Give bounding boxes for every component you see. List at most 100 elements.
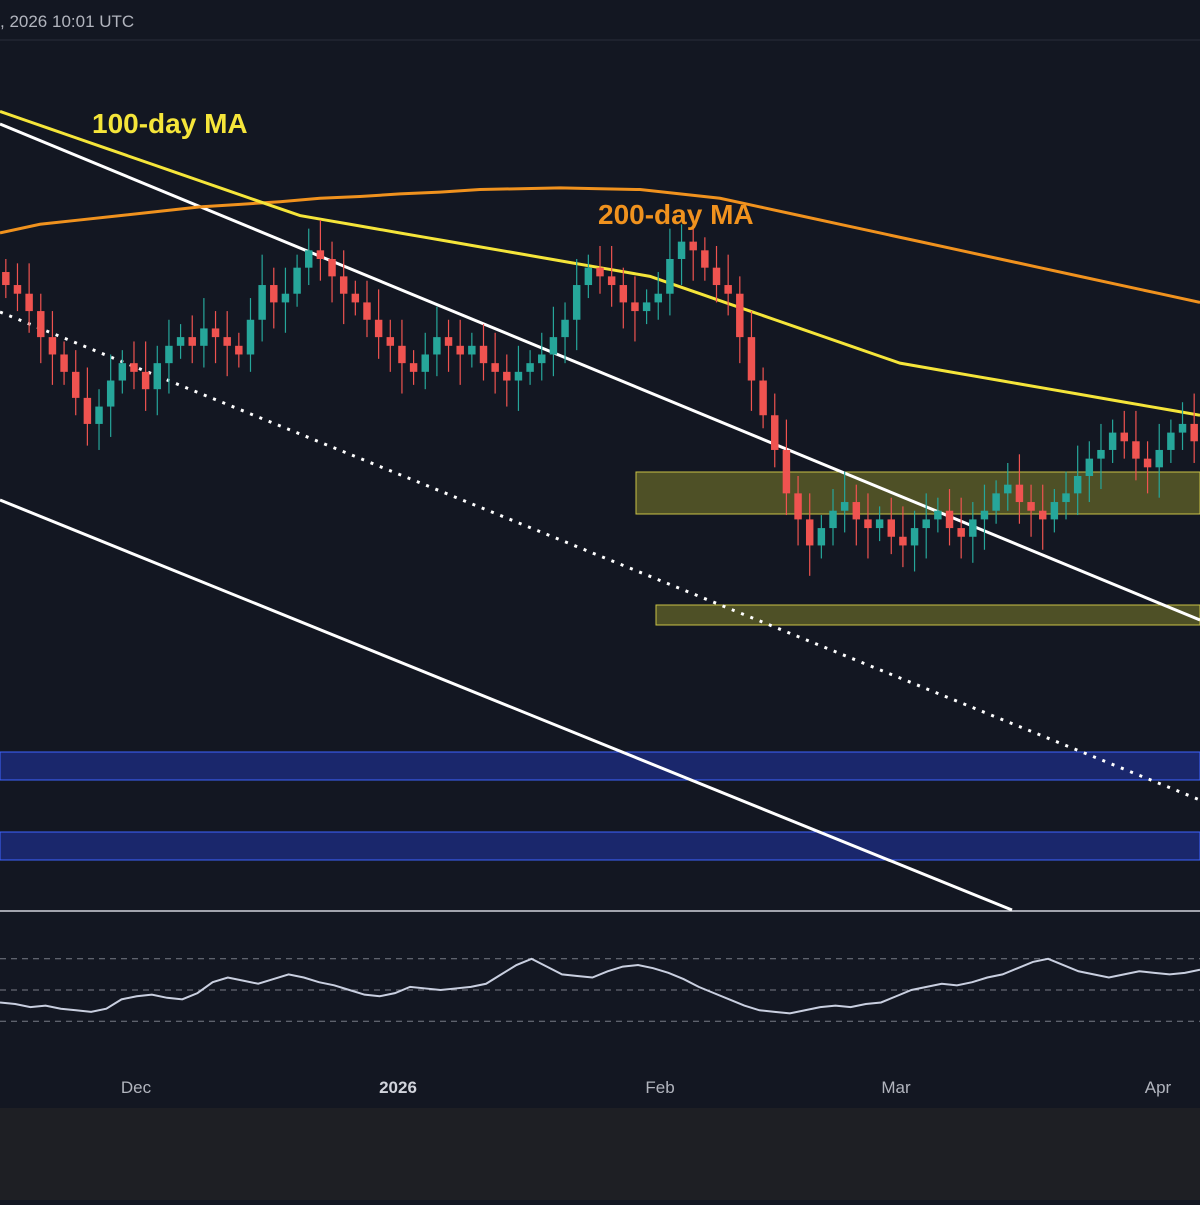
candle-body (945, 510, 954, 529)
candle-body (1190, 423, 1198, 442)
bottom-toolbar-area (0, 1108, 1200, 1200)
candle-body (258, 285, 266, 320)
candle-body (864, 519, 872, 529)
candle-body (1097, 449, 1105, 459)
lower-resistance-zone (655, 604, 1200, 626)
candle-body (642, 302, 651, 312)
candle-body (1062, 493, 1070, 503)
candle-body (701, 250, 709, 268)
candle-body (852, 502, 861, 520)
candle-body (421, 354, 429, 372)
candle-body (794, 493, 802, 520)
candle-body (305, 250, 313, 268)
candle-body (479, 345, 488, 364)
candle-body (1120, 432, 1128, 442)
candle-body (724, 285, 732, 294)
candle-body (1027, 502, 1035, 511)
candle-body (712, 267, 721, 286)
candle-body (374, 319, 383, 338)
candle-body (1132, 441, 1140, 459)
candle-body (433, 337, 441, 355)
candle-body (246, 319, 255, 355)
candle-body (118, 363, 127, 381)
candle-body (468, 345, 476, 355)
candle-body (1108, 432, 1117, 450)
candle-body (782, 449, 791, 494)
candle-body (969, 519, 977, 537)
candle-body (1085, 458, 1094, 476)
candle-body (596, 267, 604, 277)
candle-body (235, 345, 243, 355)
ma200-line (0, 186, 1200, 304)
candle-body (25, 293, 33, 312)
candle-body (759, 380, 767, 416)
ma100-label: 100-day MA (92, 108, 248, 139)
candle-body (409, 363, 418, 372)
candle-body (398, 345, 406, 364)
candle-body (491, 363, 499, 372)
candle-body (141, 371, 150, 390)
candle-body (922, 519, 930, 529)
candle-body (1167, 432, 1175, 450)
ma200-label: 200-day MA (598, 199, 754, 230)
candle-body (875, 519, 884, 529)
candle-body (654, 293, 662, 303)
candle-body (165, 345, 173, 364)
candle-body (37, 311, 45, 338)
chart-timestamp: , 2026 10:01 UTC (0, 12, 135, 31)
lower-support-zone (0, 831, 1200, 861)
candle-body (957, 528, 965, 537)
candle-body (631, 302, 639, 312)
candle-body (747, 337, 756, 381)
candle-body (689, 241, 697, 251)
candle-body (386, 337, 395, 346)
candle-body (1143, 458, 1152, 468)
candle-body (293, 267, 301, 294)
candle-body (60, 354, 68, 372)
candle-body (223, 337, 231, 346)
candle-body (1073, 476, 1082, 494)
candle-body (1155, 449, 1163, 468)
candle-body (1178, 423, 1187, 433)
candle-body (106, 380, 115, 407)
candle-body (328, 259, 336, 277)
candle-body (316, 250, 325, 259)
candle-body (72, 371, 80, 398)
candle-body (666, 259, 674, 294)
x-tick-label: Feb (645, 1078, 675, 1097)
rsi-line (0, 957, 1200, 1015)
candle-body (899, 536, 907, 546)
candle-body (526, 363, 534, 372)
candle-body (607, 276, 616, 286)
channel-lower-line (0, 498, 1013, 912)
x-tick-label: Mar (881, 1078, 911, 1097)
candle-body (572, 285, 581, 320)
candle-body (444, 337, 453, 346)
candle-body (584, 267, 593, 286)
candle-body (176, 337, 185, 346)
candle-body (805, 519, 814, 546)
candle-body (992, 493, 1000, 511)
candle-body (910, 528, 919, 546)
x-tick-label: Dec (120, 1078, 152, 1097)
x-tick-label: Apr (1144, 1078, 1172, 1097)
candle-body (934, 510, 942, 520)
upper-support-zone (0, 751, 1200, 781)
candle-body (1038, 510, 1047, 520)
candle-body (2, 272, 10, 286)
candle-body (188, 337, 196, 346)
candle-body (829, 510, 837, 529)
candle-body (153, 363, 162, 390)
candle-body (549, 337, 558, 355)
candle-body (48, 337, 57, 355)
candle-body (771, 415, 779, 450)
candle-body (339, 276, 348, 294)
candle-body (619, 285, 628, 303)
candle-body (83, 397, 92, 424)
candle-body (281, 293, 290, 303)
candle-body (13, 285, 22, 294)
candle-body (363, 302, 371, 320)
candle-body (270, 285, 278, 303)
